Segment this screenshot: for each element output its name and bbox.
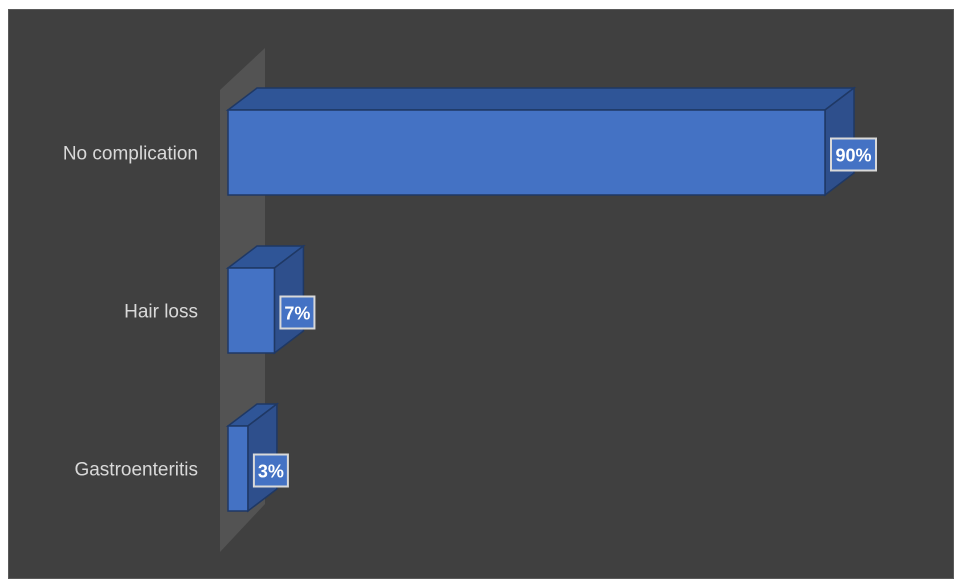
category-label: No complication bbox=[63, 144, 198, 165]
category-axis-labels: No complication Hair loss Gastroenteritis bbox=[63, 144, 198, 481]
bar-front-face bbox=[227, 267, 276, 354]
bar-front-face bbox=[227, 109, 826, 196]
category-label: Gastroenteritis bbox=[74, 460, 198, 481]
data-label-text: 7% bbox=[284, 304, 310, 324]
bar-series bbox=[225, 86, 857, 513]
data-label-box bbox=[830, 137, 877, 172]
bar-front-face bbox=[227, 425, 249, 512]
data-label: 90% bbox=[830, 137, 877, 172]
data-label: 3% bbox=[252, 453, 289, 488]
data-label: 7% bbox=[279, 295, 316, 330]
data-labels: 90% 7% 3% bbox=[252, 137, 877, 488]
data-label-text: 3% bbox=[258, 462, 284, 482]
data-label-text: 90% bbox=[835, 146, 871, 166]
data-label-box bbox=[279, 295, 316, 330]
bar-1 bbox=[225, 86, 857, 197]
bar-top-face bbox=[225, 87, 857, 111]
category-label: Hair loss bbox=[124, 302, 198, 323]
data-label-box bbox=[252, 453, 289, 488]
